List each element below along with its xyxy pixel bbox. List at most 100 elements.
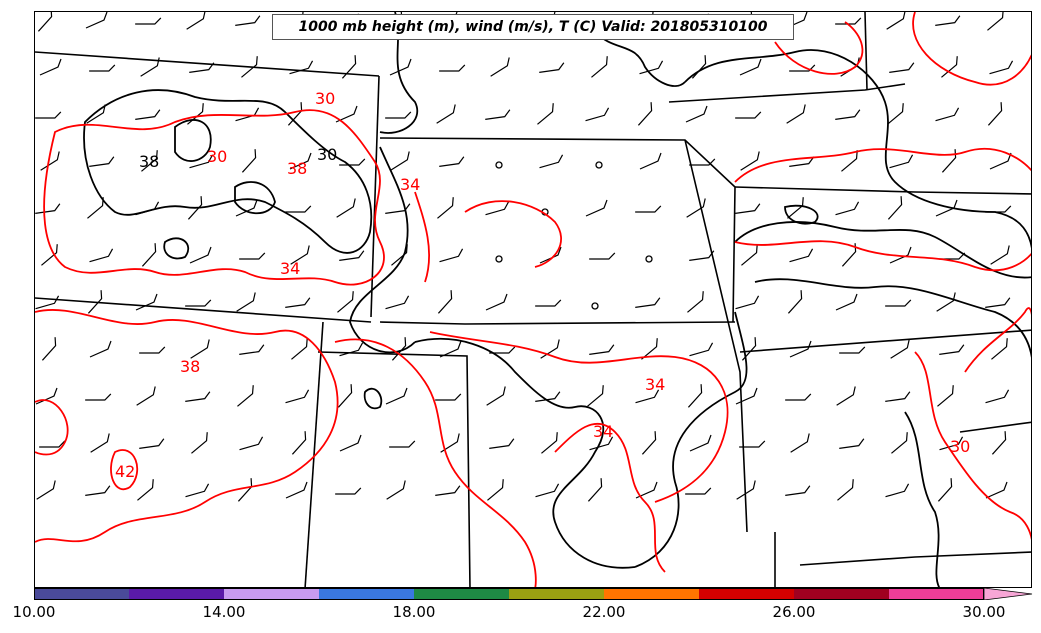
wind-barb <box>489 346 516 354</box>
wind-barb <box>485 293 508 311</box>
colorbar-segment <box>604 588 699 600</box>
wind-barb <box>635 297 661 308</box>
contour-label: 34 <box>593 422 613 441</box>
wind-barb <box>789 340 812 358</box>
wind-barb <box>335 105 358 123</box>
wind-barb <box>289 60 314 75</box>
wind-barb <box>741 337 757 361</box>
contour-label: 34 <box>400 175 420 194</box>
wind-barb <box>689 342 714 357</box>
wind-barb <box>939 436 964 451</box>
wind-barb <box>339 342 364 357</box>
wind-barb <box>789 64 816 72</box>
wind-barb <box>186 12 206 30</box>
wind-barb <box>89 64 116 72</box>
temperature-contour <box>414 191 431 283</box>
height-contour <box>634 311 748 568</box>
wind-barb <box>589 344 615 355</box>
wind-barb <box>539 154 564 169</box>
wind-barb <box>285 481 308 499</box>
temperature-contour <box>35 399 69 456</box>
boundary-line <box>379 321 736 325</box>
wind-barb <box>141 150 158 172</box>
wind-barb <box>189 62 215 73</box>
wind-barb <box>40 151 60 171</box>
wind-barb <box>641 431 657 455</box>
wind-barb <box>837 479 854 501</box>
wind-barb <box>935 107 960 122</box>
wind-barb <box>889 62 915 73</box>
wind-barb <box>187 196 203 220</box>
wind-barb <box>736 480 756 500</box>
wind-barb <box>585 107 610 122</box>
wind-barb <box>786 104 806 124</box>
calm-wind-marker <box>495 255 503 263</box>
colorbar-tick-label: 14.00 <box>202 603 246 621</box>
wind-barb <box>686 198 706 218</box>
wind-barb <box>535 483 560 498</box>
wind-barb <box>939 252 966 260</box>
wind-barb <box>235 199 258 217</box>
wind-barb <box>85 12 108 29</box>
colorbar-segment <box>794 588 889 600</box>
wind-barb <box>739 440 766 448</box>
colorbar-extend-arrow <box>983 588 1033 600</box>
wind-barb <box>189 154 214 169</box>
wind-barb <box>885 483 910 498</box>
wind-barb <box>389 440 416 448</box>
calm-wind-marker <box>591 302 599 310</box>
temperature-contour <box>334 338 537 587</box>
temperature-contour <box>35 309 339 543</box>
wind-barb <box>835 293 858 311</box>
wind-barb <box>787 290 803 314</box>
wind-barb <box>941 56 958 78</box>
wind-barb <box>185 391 211 402</box>
wind-barb <box>789 248 814 263</box>
wind-barb <box>435 485 461 496</box>
contour-label: 30 <box>315 89 335 108</box>
boundary-line <box>684 139 748 533</box>
temperature-contour <box>912 12 1031 86</box>
colorbar-tick-label: 22.00 <box>582 603 626 621</box>
wind-barb <box>87 290 103 314</box>
contour-labels: 30 38 30 30 38 34 34 34 38 42 34 30 <box>115 89 970 481</box>
colorbar-segment <box>129 588 224 600</box>
wind-barb <box>185 483 210 498</box>
wind-barb <box>385 387 408 405</box>
wind-barb <box>35 111 62 119</box>
map-panel: 30 38 30 30 38 34 34 34 38 42 34 30 <box>34 11 1032 588</box>
wind-barb <box>35 295 60 310</box>
wind-barb <box>435 393 462 401</box>
colorbar-segment <box>319 588 414 600</box>
wind-barb <box>137 479 154 501</box>
state-boundaries <box>35 12 1031 587</box>
wind-barb <box>989 60 1014 75</box>
wind-barb <box>235 107 260 122</box>
colorbar-segment <box>889 588 984 600</box>
wind-barb <box>385 295 410 310</box>
contour-label: 38 <box>287 159 307 178</box>
wind-barb <box>285 389 310 404</box>
calm-wind-marker <box>495 161 503 169</box>
wind-barb <box>487 479 504 501</box>
map-title: 1000 mb height (m), wind (m/s), T (C) Va… <box>272 14 794 40</box>
wind-barb <box>336 198 356 218</box>
wind-barb <box>285 205 312 213</box>
wind-barb <box>241 56 258 78</box>
wind-barb <box>739 58 762 76</box>
wind-barb <box>237 385 254 407</box>
temperature-contour <box>429 331 729 503</box>
wind-barb <box>185 299 212 307</box>
wind-barb <box>785 485 811 496</box>
wind-barb <box>190 339 210 359</box>
height-contour <box>163 237 190 260</box>
wind-barb <box>90 433 110 453</box>
boundary-line <box>304 321 324 587</box>
wind-barb <box>685 105 708 123</box>
wind-barb <box>437 197 454 219</box>
wind-barb <box>389 58 412 76</box>
contour-label: 34 <box>645 375 665 394</box>
wind-barb <box>841 243 857 267</box>
wind-barb <box>839 346 866 354</box>
wind-barb <box>385 111 412 119</box>
